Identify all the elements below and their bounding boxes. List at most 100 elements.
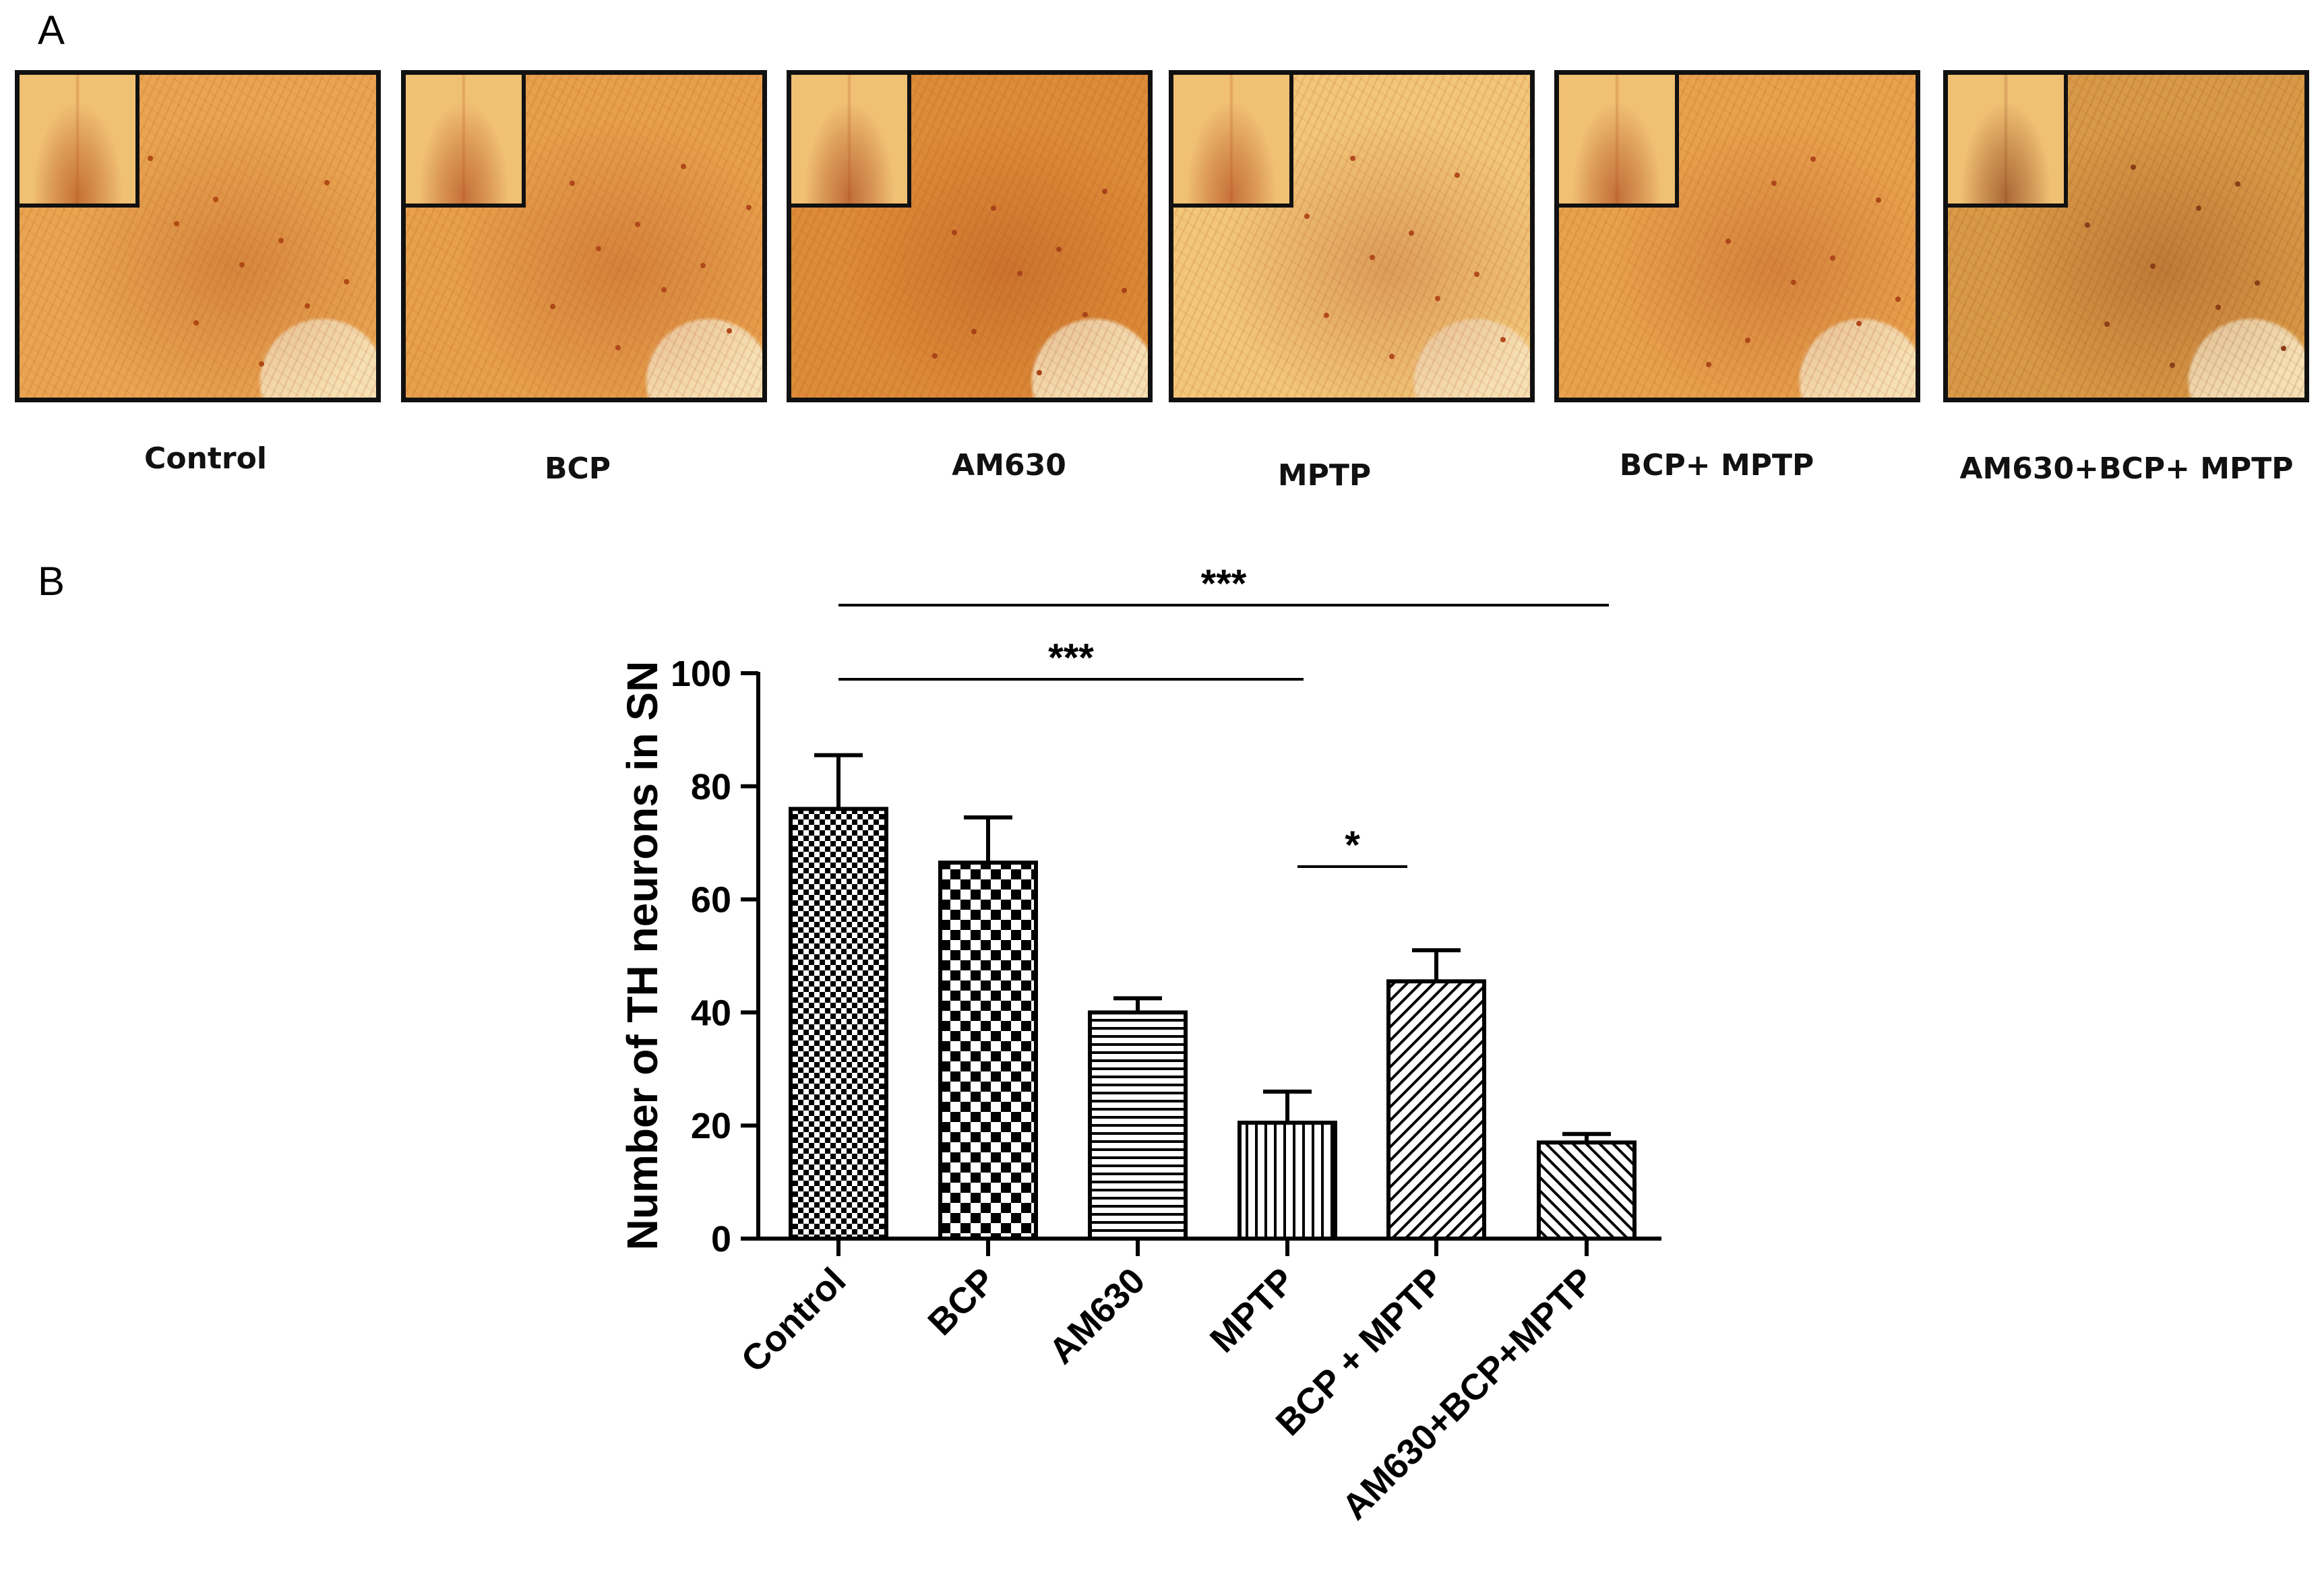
significance-stars: *** [1048,636,1094,680]
y-tick-label: 100 [671,654,731,694]
panel-a-letter: A [38,7,65,53]
neuron-dot [1856,321,1862,326]
neuron-dot [1895,297,1901,302]
neuron-dot [2281,346,2286,351]
y-tick-label: 40 [691,993,731,1033]
neuron-dot [1304,214,1310,219]
micrograph-label: Control [144,441,267,476]
neuron-dot [1102,189,1107,194]
neuron-dot [2150,263,2155,269]
neuron-dot [1370,255,1375,260]
neuron-dot [1725,239,1731,244]
neuron-dot [1455,173,1460,178]
x-tick-label: Control [733,1260,853,1380]
bar-5 [1386,979,1486,1241]
x-tick-label: BCP [920,1260,1003,1343]
x-tick-label: AM630 [1041,1260,1153,1372]
micrograph-inset [406,75,526,208]
micrograph-inset [1173,75,1293,208]
y-tick-label: 60 [691,880,731,921]
x-tick-label: MPTP [1202,1260,1303,1361]
neuron-dot [746,205,752,210]
micrograph-label: BCP [544,452,611,486]
neuron-dot [2085,222,2090,228]
bar-3 [1088,1010,1188,1241]
neuron-dot [1037,370,1042,375]
neuron-dot [1830,255,1835,261]
bar-1 [789,807,888,1241]
neuron-dot [1082,312,1088,317]
neuron-dot [596,246,601,251]
micrograph-label: BCP+ MPTP [1619,448,1814,483]
neuron-dot [2235,181,2240,187]
micrograph-1 [15,70,381,402]
neuron-dot [1810,156,1816,162]
neuron-dot [681,164,686,169]
y-tick-label: 80 [691,767,731,807]
neuron-dot [1706,362,1711,367]
micrograph-inset [791,75,911,208]
bar-4 [1237,1121,1337,1241]
neuron-dot [1771,181,1777,186]
neuron-dot [932,353,938,359]
neuron-dot [278,238,284,243]
neuron-dot [174,221,179,226]
neuron-dot [193,320,199,325]
neuron-dot [1791,280,1796,285]
neuron-dot [615,345,621,350]
micrograph-label: AM630 [952,448,1066,483]
neuron-dot [1876,197,1881,203]
neuron-dot [1056,247,1062,252]
neuron-dot [1435,296,1440,301]
bar-6 [1537,1140,1637,1241]
micrograph-label: MPTP [1277,458,1372,493]
micrograph-inset [20,75,140,208]
neuron-dot [700,263,706,268]
neuron-dot [1324,313,1329,318]
y-tick-label: 20 [691,1106,731,1146]
neuron-dot [1500,337,1506,342]
neuron-dot [2255,280,2260,286]
neuron-dot [2196,206,2201,211]
neuron-dot [2131,164,2136,170]
y-tick-label: 0 [711,1219,731,1259]
neuron-dot [991,206,996,211]
micrograph-inset [1559,75,1679,208]
neuron-dot [2104,321,2110,327]
neuron-dot [324,180,330,185]
neuron-dot [148,156,153,161]
micrograph-3 [787,70,1153,402]
neuron-dot [239,262,245,268]
neuron-dot [1474,272,1479,277]
y-axis-title: Number of TH neurons in SN [618,661,667,1251]
micrograph-2 [401,70,767,402]
neuron-dot [2215,305,2221,310]
neuron-dot [344,279,349,284]
neuron-dot [1122,288,1127,293]
bar-2 [938,861,1038,1241]
micrograph-label: AM630+BCP+ MPTP [1959,452,2294,486]
panel-b-letter: B [38,559,65,604]
neuron-dot [2170,363,2175,368]
neuron-dot [213,197,218,202]
neuron-dot [1389,354,1395,359]
neuron-dot [661,287,667,292]
x-tick-label: AM630+BCP+MPTP [1335,1260,1602,1528]
neuron-dot [305,303,310,309]
neuron-dot [727,328,732,334]
neuron-dot [550,304,555,309]
neuron-dot [952,230,957,235]
neuron-dot [259,361,264,367]
neuron-dot [1350,156,1355,161]
significance-stars: *** [1201,562,1247,606]
neuron-dot [1017,271,1022,276]
neuron-dot [971,329,977,334]
micrograph-4 [1169,70,1535,402]
micrograph-5 [1554,70,1920,402]
micrograph-inset [1948,75,2068,208]
neuron-dot [635,222,640,227]
micrograph-6 [1943,70,2309,402]
neuron-dot [1409,230,1414,236]
significance-stars: * [1345,823,1360,867]
